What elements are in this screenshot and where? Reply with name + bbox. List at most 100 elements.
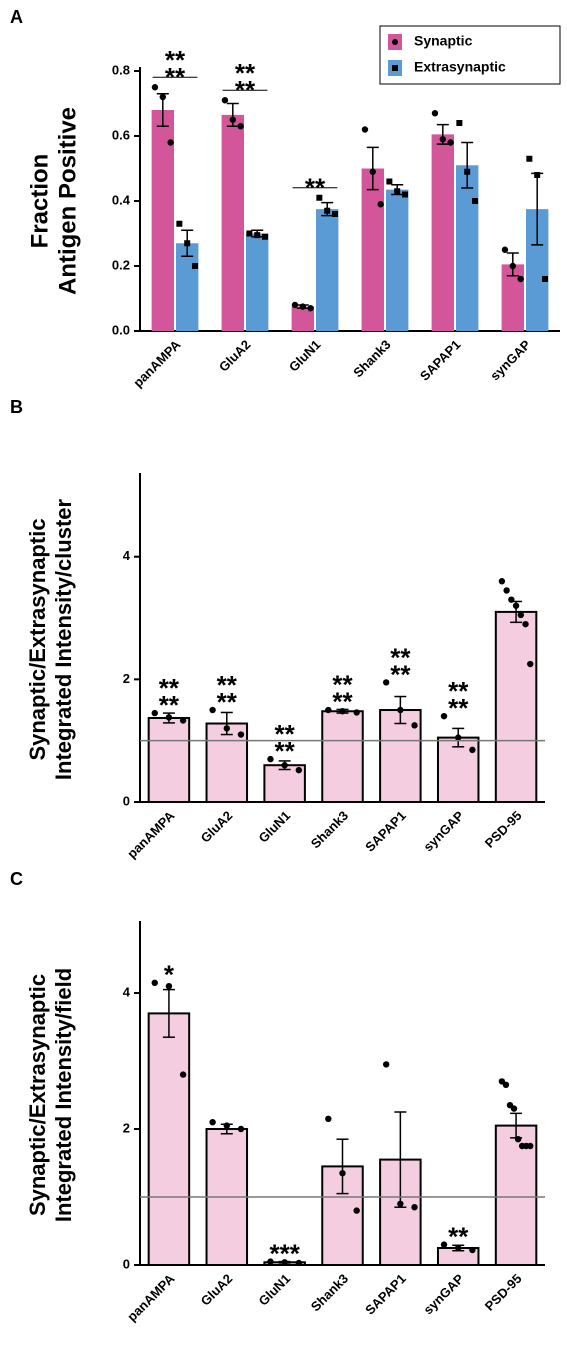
data-point (332, 211, 339, 217)
significance-label: ** (159, 690, 180, 720)
significance-label: ** (217, 687, 238, 717)
data-point (469, 1246, 476, 1254)
bar (291, 306, 314, 331)
data-point (192, 263, 199, 269)
data-point (527, 1142, 534, 1150)
significance-label: ** (305, 173, 326, 203)
x-tick-label: synGAP (420, 808, 467, 855)
bar (361, 168, 384, 331)
legend-marker (392, 65, 398, 71)
data-point (291, 301, 299, 309)
data-point (295, 1259, 303, 1267)
data-point (267, 755, 274, 763)
data-point (184, 240, 191, 247)
data-point (223, 1122, 230, 1129)
data-point (151, 979, 158, 986)
y-tick-label: 0.2 (112, 257, 130, 272)
data-point (517, 611, 524, 619)
x-tick-label: GluA2 (216, 337, 254, 375)
significance-label: ** (235, 58, 256, 88)
data-point (522, 620, 529, 628)
data-point (325, 706, 332, 714)
y-tick-label: 2 (123, 671, 130, 686)
data-point (237, 123, 244, 130)
data-point (165, 714, 173, 721)
data-point (176, 220, 183, 227)
y-axis-label: Synaptic/Extrasynaptic (25, 518, 50, 760)
significance-label: ** (448, 1221, 469, 1251)
data-point (179, 1071, 187, 1078)
y-tick-label: 0 (123, 1256, 130, 1271)
y-tick-label: 0.0 (112, 322, 130, 337)
data-point (509, 262, 516, 270)
significance-label: * (164, 960, 175, 990)
bar (151, 110, 174, 331)
data-point (526, 155, 533, 162)
significance-label: ** (217, 670, 238, 700)
data-point (151, 84, 159, 91)
bar (431, 134, 454, 331)
data-point (498, 578, 506, 585)
x-tick-label: panAMPA (124, 808, 178, 862)
x-tick-label: GluN1 (256, 1271, 294, 1309)
y-tick-label: 4 (123, 548, 131, 563)
data-point (455, 734, 462, 741)
x-tick-label: panAMPA (130, 337, 184, 391)
x-tick-label: PSD-95 (482, 1271, 525, 1314)
bar (147, 716, 191, 803)
data-point (455, 1244, 462, 1252)
y-axis-label: Fraction (26, 154, 53, 249)
y-tick-label: 0.8 (112, 62, 130, 77)
y-tick-label: 0 (123, 793, 130, 808)
data-point (281, 762, 288, 769)
data-point (267, 1258, 274, 1265)
y-axis-label: Integrated Intensity/field (51, 968, 76, 1222)
data-point (339, 1170, 346, 1177)
data-point (339, 708, 346, 715)
data-point (223, 725, 230, 732)
data-point (237, 1125, 245, 1133)
data-point (440, 712, 448, 720)
data-point (353, 709, 360, 716)
x-tick-label: panAMPA (124, 1271, 178, 1325)
x-tick-label: SAPAP1 (362, 808, 409, 855)
data-point (316, 194, 323, 201)
data-point (517, 275, 524, 283)
bar (526, 209, 549, 331)
panel-label: B (10, 397, 23, 417)
data-point (439, 136, 446, 143)
data-point (456, 120, 463, 126)
x-tick-label: GluA2 (198, 1271, 236, 1309)
data-point (209, 1119, 216, 1126)
x-tick-label: Shank3 (308, 808, 351, 851)
x-tick-label: GluN1 (256, 808, 294, 846)
data-point (229, 116, 236, 123)
data-point (237, 731, 245, 738)
data-point (514, 1136, 522, 1143)
significance-label: ** (165, 45, 186, 75)
data-point (386, 178, 393, 185)
data-point (431, 110, 439, 117)
data-point (512, 602, 520, 609)
data-point (469, 746, 476, 754)
bar (494, 610, 538, 803)
data-point (299, 303, 306, 310)
data-point (527, 660, 534, 668)
data-point (369, 168, 376, 175)
y-tick-label: 0.4 (112, 192, 131, 207)
x-tick-label: PSD-95 (482, 808, 525, 851)
data-point (353, 1207, 360, 1214)
significance-label: ** (159, 673, 180, 703)
x-tick-label: SAPAP1 (417, 337, 464, 384)
data-point (382, 1061, 390, 1068)
significance-label: ** (448, 693, 469, 723)
x-tick-label: synGAP (420, 1271, 467, 1318)
data-point (501, 246, 509, 253)
bar (147, 1012, 191, 1267)
data-point (221, 97, 229, 104)
significance-label: ** (390, 659, 411, 689)
significance-label: *** (269, 1238, 300, 1268)
significance-label: ** (390, 642, 411, 672)
data-point (411, 1204, 418, 1211)
